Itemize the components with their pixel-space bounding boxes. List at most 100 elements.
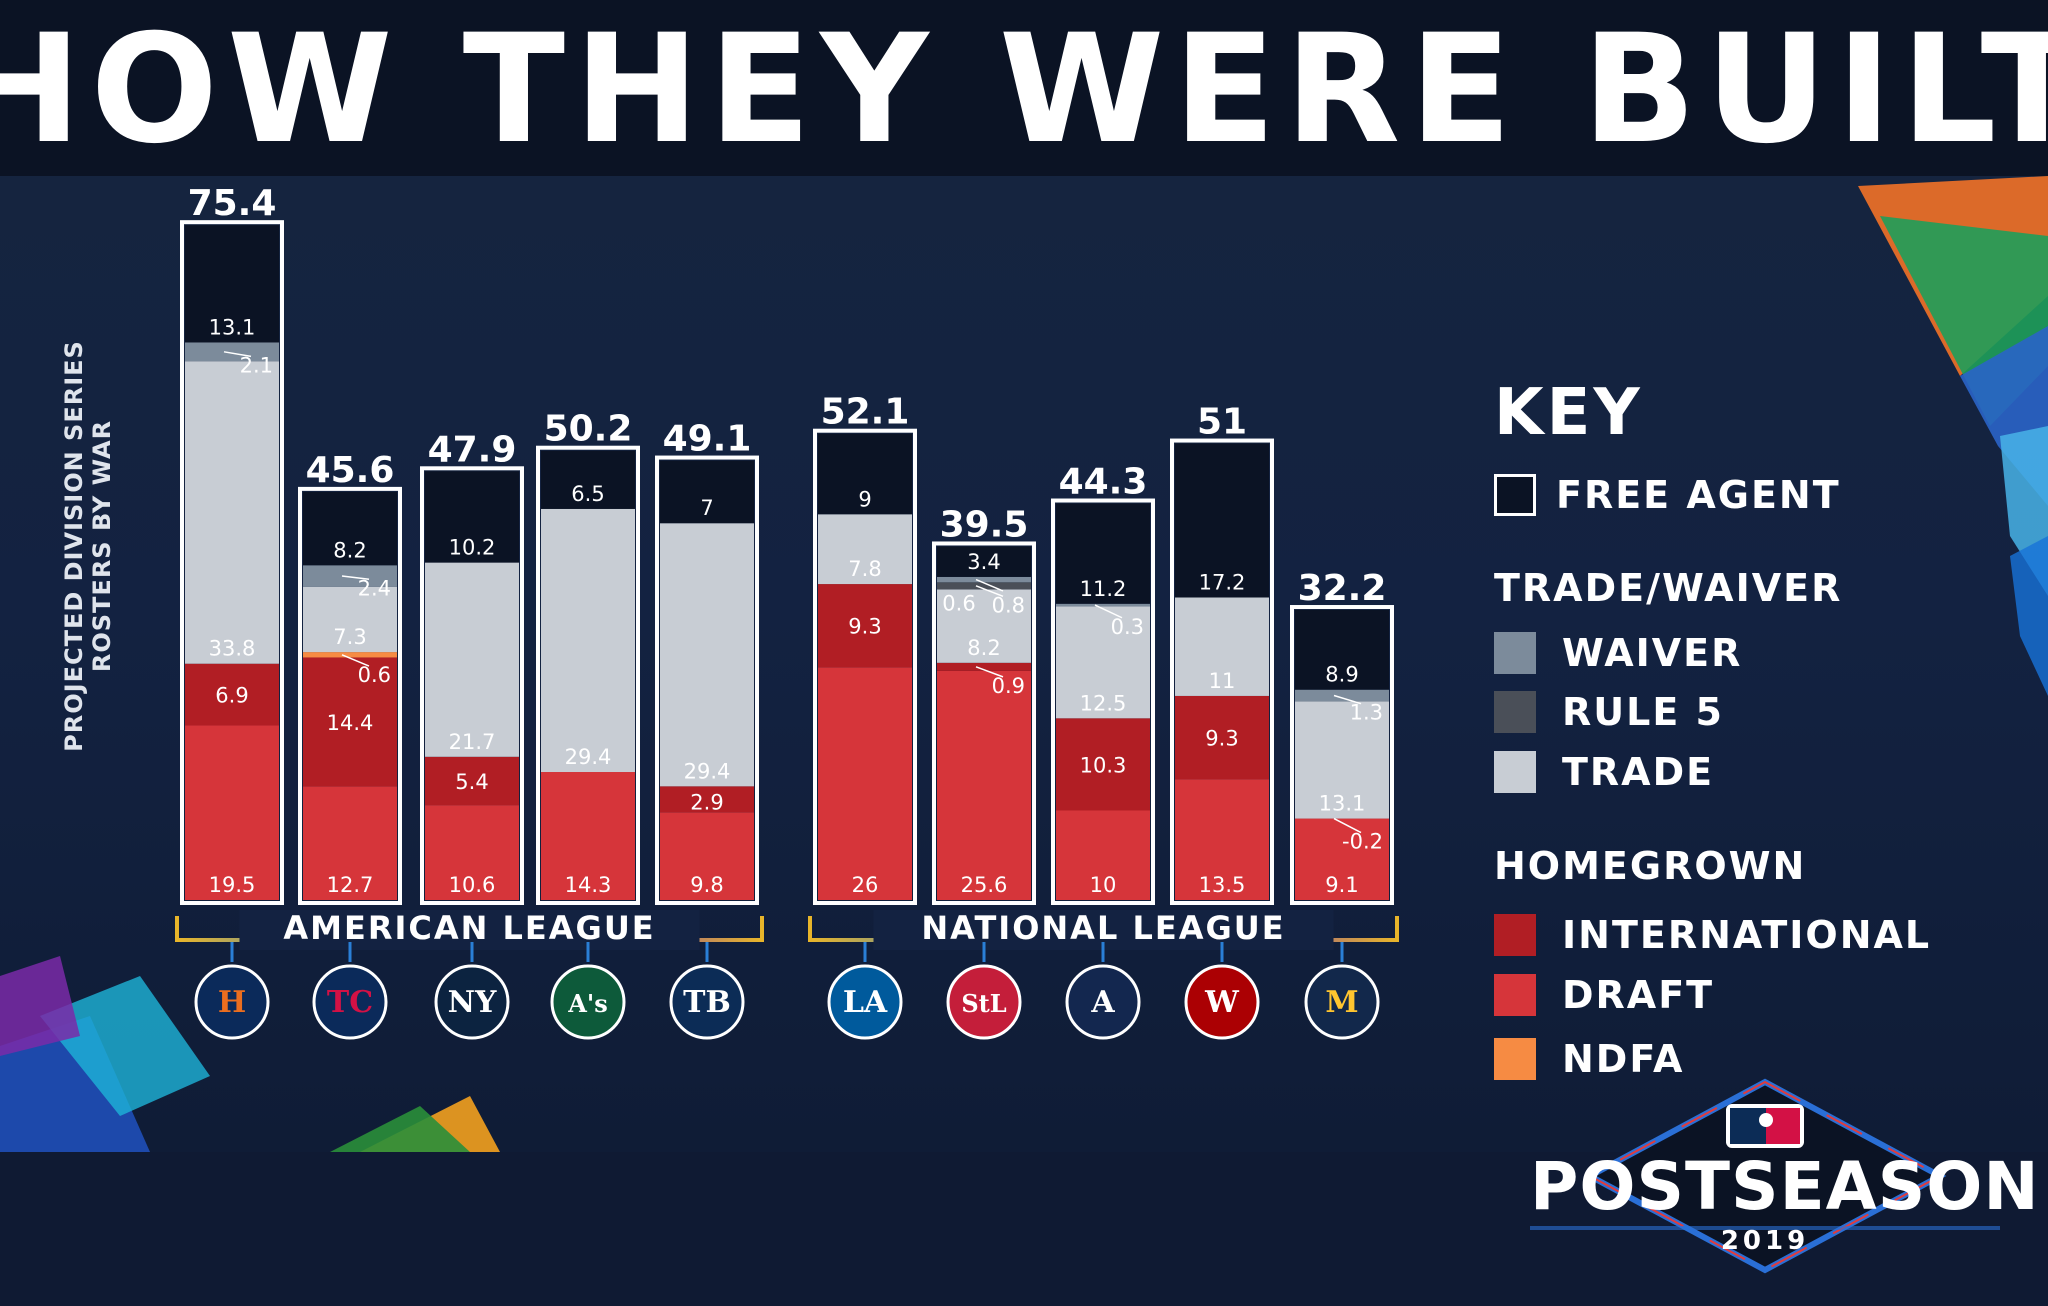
svg-text:NY: NY (448, 985, 497, 1020)
segment-waiver (1056, 603, 1150, 607)
data-label-waiver: 2.4 (358, 576, 391, 600)
data-label-free-agent: 13.1 (209, 315, 256, 339)
bar-total-label: 52.1 (821, 392, 910, 433)
segment-waiver (1295, 689, 1389, 702)
braves-logo-icon: A (1065, 964, 1141, 1040)
segment-free-agent (425, 471, 519, 563)
rule5-swatch (1494, 691, 1536, 733)
data-label-draft: 14.3 (565, 873, 612, 897)
data-label-waiver: 0.3 (1111, 615, 1144, 639)
legend-label-trade: TRADE (1562, 750, 1715, 794)
data-label-trade: 11 (1209, 669, 1236, 693)
bar-wsh: 13.5 9.3 11 17.2 51 (1170, 402, 1274, 905)
segment-draft (1175, 779, 1269, 900)
brewers-logo-icon: M (1304, 964, 1380, 1040)
segment-free-agent (1295, 610, 1389, 690)
data-label-waiver: 1.3 (1350, 701, 1383, 725)
legend-group-trade-waiver: TRADE/WAIVER (1494, 566, 1843, 610)
data-label-draft: 12.7 (327, 873, 374, 897)
data-label-free-agent: 9 (858, 487, 871, 511)
data-label-international: 0.9 (992, 674, 1025, 698)
bar-nyy: 10.6 5.4 21.7 10.2 47.9 (420, 429, 524, 905)
legend-label-ndfa: NDFA (1562, 1037, 1685, 1081)
data-label-trade: 21.7 (449, 730, 496, 754)
data-label-free-agent: 17.2 (1199, 570, 1246, 594)
data-label-international: 6.9 (215, 684, 248, 708)
data-label-draft: 9.1 (1325, 873, 1358, 897)
data-label-free-agent: 3.4 (967, 550, 1000, 574)
data-label-international: 5.4 (455, 770, 488, 794)
league-label: NATIONAL LEAGUE (921, 909, 1285, 947)
label-leader-line (1333, 694, 1362, 705)
legend-item-trade: TRADE (1494, 749, 1714, 795)
bar-tb: 9.8 2.9 29.4 7 49.1 (655, 419, 759, 905)
svg-text:TC: TC (327, 985, 373, 1020)
data-label-ndfa: 0.6 (358, 663, 391, 687)
bar-oak: 14.3 29.4 6.5 50.2 (536, 409, 640, 905)
data-label-trade: 29.4 (684, 759, 731, 783)
data-label-free-agent: 8.2 (333, 538, 366, 562)
segment-draft (660, 812, 754, 900)
segment-international (660, 786, 754, 813)
segment-draft (541, 772, 635, 900)
label-leader-line (1094, 604, 1123, 619)
data-label-international: 10.3 (1080, 753, 1127, 777)
bar-min: 12.7 14.4 0.6 7.3 2.4 8.2 45.6 (298, 450, 402, 905)
data-label-free-agent: 10.2 (449, 536, 496, 560)
bar-stl: 25.6 0.9 8.2 0.8 0.6 3.4 39.5 (932, 504, 1036, 905)
segment-draft (303, 786, 397, 900)
bar-outline (536, 445, 640, 905)
data-label-draft: 10.6 (449, 873, 496, 897)
cardinals-logo-icon: StL (946, 964, 1022, 1040)
data-label-trade: 13.1 (1319, 792, 1366, 816)
bar-outline (180, 220, 284, 906)
bar-total-label: 49.1 (663, 419, 752, 460)
bar-total-label: 50.2 (544, 409, 633, 450)
svg-text:LA: LA (843, 985, 888, 1020)
svg-text:H: H (218, 985, 246, 1020)
yankees-logo-icon: NY (434, 964, 510, 1040)
segment-free-agent (303, 491, 397, 566)
label-leader-line (975, 585, 1004, 597)
legend-group-homegrown: HOMEGROWN (1494, 844, 1807, 888)
segment-free-agent (541, 450, 635, 509)
data-label-waiver: 0.6 (942, 591, 975, 615)
data-label-free-agent: 8.9 (1325, 663, 1358, 687)
data-label-trade: 33.8 (209, 637, 256, 661)
svg-text:StL: StL (961, 989, 1006, 1018)
segment-international (937, 662, 1031, 671)
data-label-free-agent: 11.2 (1080, 577, 1127, 601)
stacked-bar-chart: 19.56.933.82.113.175.412.714.40.67.32.48… (0, 176, 2048, 1152)
bar-outline (298, 486, 402, 905)
segment-trade (185, 361, 279, 664)
label-leader-line (341, 654, 370, 667)
svg-text:W: W (1204, 985, 1240, 1020)
trade-swatch (1494, 751, 1536, 793)
legend-label-free-agent: FREE AGENT (1556, 473, 1841, 517)
legend-label-rule5: RULE 5 (1562, 690, 1724, 734)
segment-international (1175, 695, 1269, 780)
bar-mil: 9.1 -0.2 13.1 1.3 8.9 32.2 (1290, 568, 1394, 905)
legend-item-ndfa: NDFA (1494, 1036, 1684, 1082)
label-leader-line (341, 575, 370, 581)
segment-free-agent (660, 460, 754, 524)
segment-international (185, 663, 279, 726)
data-label-draft: 13.5 (1199, 873, 1246, 897)
bar-atl: 10 10.3 12.5 0.3 11.2 44.3 (1051, 462, 1155, 905)
data-label-trade: 12.5 (1080, 691, 1127, 715)
svg-text:A: A (1090, 985, 1115, 1020)
legend-item-waiver: WAIVER (1494, 630, 1742, 676)
bar-total-label: 45.6 (306, 450, 395, 491)
bar-lad: 26 9.3 7.8 9 52.1 (813, 392, 917, 906)
legend-label-draft: DRAFT (1562, 973, 1715, 1017)
data-label-trade: 7.8 (848, 557, 881, 581)
bar-outline (420, 466, 524, 905)
nationals-logo-icon: W (1184, 964, 1260, 1040)
data-label-trade: 7.3 (333, 625, 366, 649)
data-label-international: 14.4 (327, 711, 374, 735)
astros-logo-icon: H (194, 964, 270, 1040)
data-label-free-agent: 6.5 (571, 482, 604, 506)
segment-trade (937, 589, 1031, 663)
segment-trade (1295, 701, 1389, 819)
segment-draft (185, 725, 279, 900)
